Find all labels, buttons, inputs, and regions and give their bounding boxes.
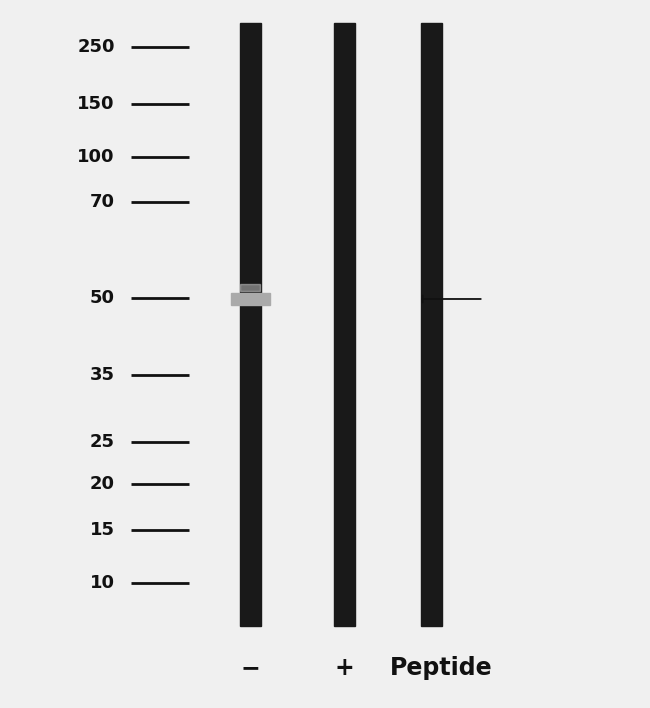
Text: 50: 50: [90, 289, 114, 307]
Text: 150: 150: [77, 95, 114, 113]
Bar: [231, 292, 270, 305]
Text: 70: 70: [90, 193, 114, 212]
Text: 100: 100: [77, 147, 114, 166]
Text: 35: 35: [90, 366, 114, 384]
Text: 10: 10: [90, 574, 114, 592]
Text: +: +: [335, 656, 354, 680]
Text: −: −: [240, 656, 261, 680]
Text: 250: 250: [77, 38, 114, 56]
Text: Peptide: Peptide: [390, 656, 493, 680]
Text: 25: 25: [90, 433, 114, 451]
Bar: [240, 23, 261, 625]
Bar: [334, 23, 355, 625]
Text: 20: 20: [90, 476, 114, 493]
Text: 15: 15: [90, 521, 114, 539]
Bar: [421, 23, 442, 625]
Bar: [240, 285, 260, 291]
